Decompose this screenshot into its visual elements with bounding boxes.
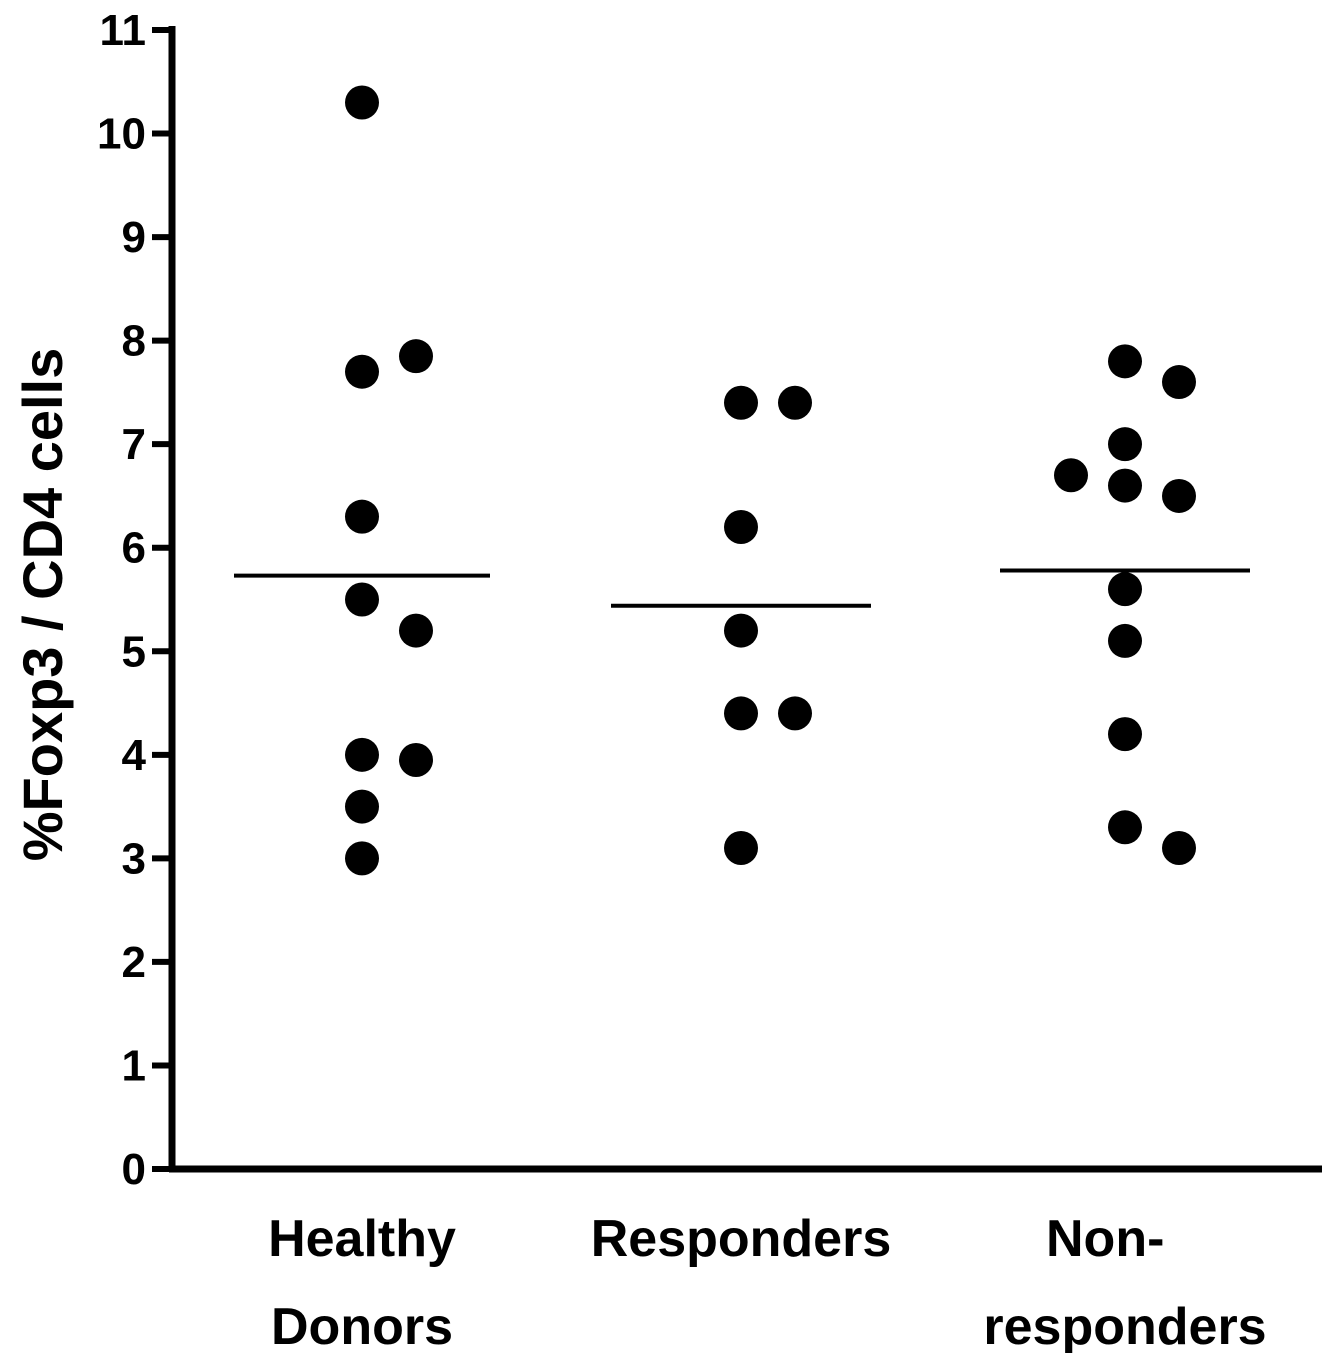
data-point xyxy=(345,841,379,876)
data-point xyxy=(1162,478,1196,513)
category-label: Non- xyxy=(1046,1210,1164,1268)
data-point xyxy=(724,831,758,866)
data-point xyxy=(724,385,758,420)
data-point xyxy=(399,742,433,777)
y-tick-label: 9 xyxy=(122,213,146,262)
data-point xyxy=(1054,458,1088,493)
data-point xyxy=(778,385,812,420)
data-point xyxy=(1108,344,1142,379)
category-label: Donors xyxy=(271,1298,453,1353)
y-tick-label: 5 xyxy=(122,627,146,676)
data-point xyxy=(1162,831,1196,866)
data-point xyxy=(724,696,758,731)
y-tick-label: 10 xyxy=(97,110,146,159)
data-point xyxy=(345,582,379,617)
data-point xyxy=(1162,365,1196,400)
data-point xyxy=(345,354,379,389)
y-axis-title: %Foxp3 / CD4 cells xyxy=(11,348,74,862)
y-tick-label: 11 xyxy=(99,6,146,55)
y-tick-label: 6 xyxy=(122,524,146,573)
data-point xyxy=(1108,810,1142,845)
data-point xyxy=(1108,623,1142,658)
data-point xyxy=(724,510,758,545)
y-tick-label: 1 xyxy=(122,1041,146,1090)
data-point xyxy=(1108,468,1142,503)
data-point xyxy=(724,613,758,648)
category-label: Responders xyxy=(591,1210,892,1268)
y-tick-label: 0 xyxy=(122,1145,146,1194)
data-point xyxy=(345,789,379,824)
y-tick-label: 4 xyxy=(122,731,147,780)
y-tick-label: 3 xyxy=(122,834,146,883)
category-label: responders xyxy=(983,1298,1266,1353)
data-point xyxy=(345,737,379,772)
data-point xyxy=(399,613,433,648)
y-tick-label: 2 xyxy=(122,938,146,987)
data-point xyxy=(345,85,379,120)
data-point xyxy=(1108,572,1142,607)
data-point xyxy=(399,339,433,374)
y-tick-label: 8 xyxy=(122,317,146,366)
data-point xyxy=(345,499,379,534)
data-point xyxy=(1108,427,1142,462)
data-point xyxy=(1108,717,1142,752)
data-point xyxy=(778,696,812,731)
category-label: Healthy xyxy=(268,1210,456,1268)
y-tick-label: 7 xyxy=(122,420,146,469)
